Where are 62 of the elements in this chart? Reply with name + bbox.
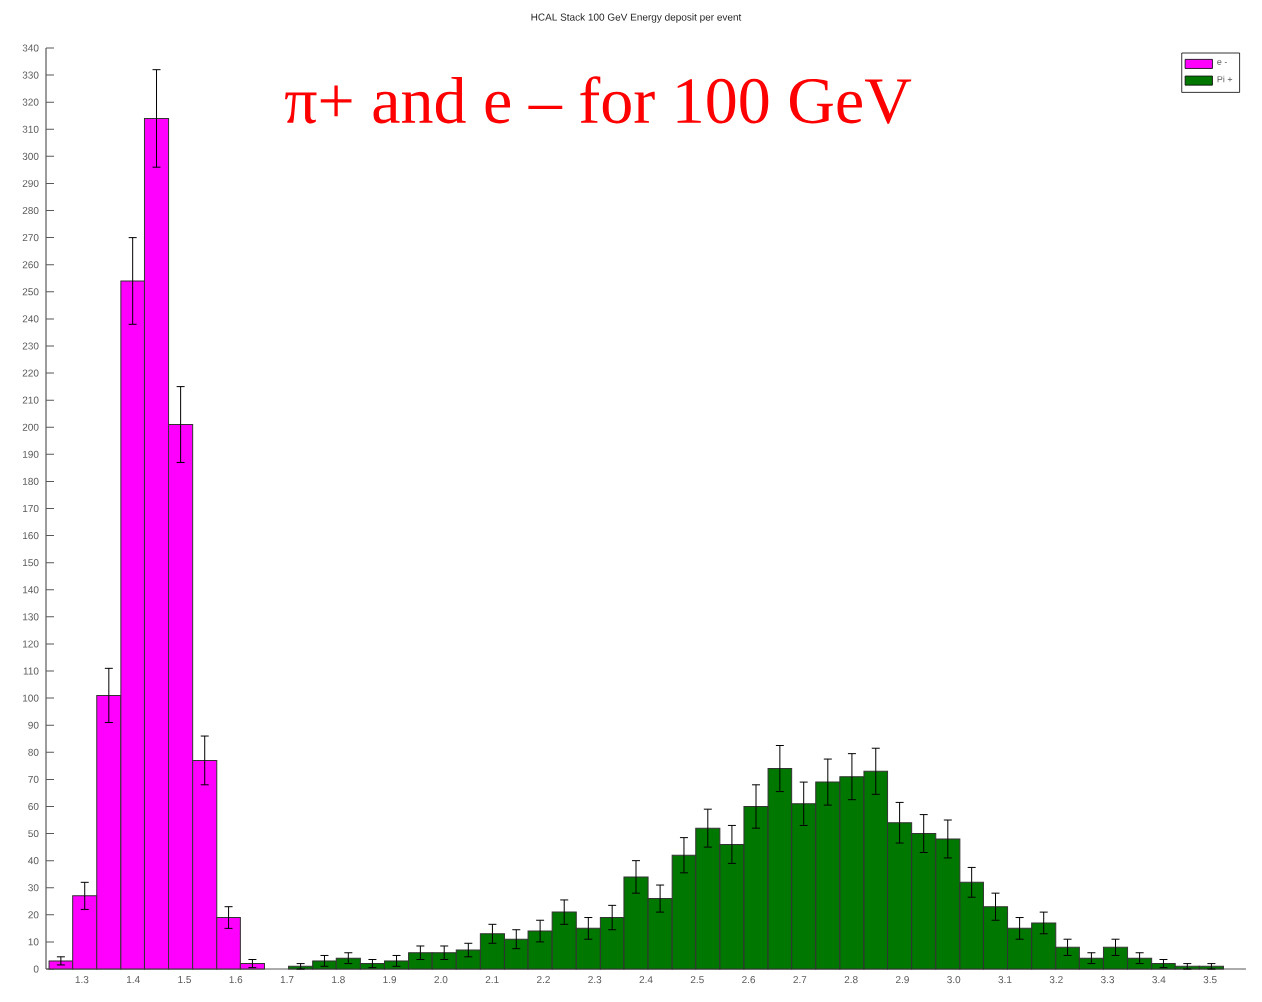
- x-tick-label: 1.4: [126, 976, 140, 983]
- y-tick-label: 80: [28, 748, 39, 756]
- x-tick-label: 2.6: [742, 976, 756, 984]
- x-tick-label: 3.3: [1100, 976, 1115, 984]
- y-tick-label: 220: [22, 369, 39, 377]
- annotation: π+ and e – for 100 GeV: [285, 76, 912, 124]
- y-tick-label: 250: [22, 288, 39, 296]
- y-tick-label: 310: [22, 125, 39, 133]
- x-tick-label: 1.5: [178, 976, 191, 984]
- x-tick-label: 2.0: [434, 976, 448, 984]
- y-tick-label: 30: [28, 884, 39, 892]
- x-tick-label: 2.5: [690, 976, 704, 984]
- x-tick-label: 2.9: [895, 976, 909, 984]
- y-tick-label: 110: [23, 667, 39, 675]
- y-tick-label: 160: [23, 532, 39, 540]
- x-tick-label: 3.5: [1203, 976, 1217, 984]
- x-tick-label: 2.8: [844, 976, 858, 984]
- y-tick-label: 140: [23, 586, 39, 594]
- x-tick-label: 3.0: [947, 976, 961, 984]
- x-tick-label: 1.3: [75, 976, 89, 984]
- x-tick-label: 2.1: [485, 976, 499, 984]
- x-tick-label: 3.4: [1152, 976, 1166, 984]
- y-tick-label: 100: [23, 694, 39, 702]
- y-tick-label: 240: [22, 315, 39, 323]
- x-tick-label: 2.3: [588, 976, 602, 984]
- y-tick-label: 340: [22, 44, 39, 52]
- y-tick-label: 230: [22, 342, 39, 350]
- x-tick-label: 3.2: [1049, 976, 1063, 984]
- y-tick-label: 130: [23, 613, 39, 621]
- x-tick-label: 2.2: [537, 976, 550, 984]
- y-tick-label: 0: [33, 965, 39, 973]
- x-tick-label: 1.6: [229, 976, 243, 984]
- y-tick-label: 40: [28, 857, 39, 865]
- chart-title: HCAL Stack 100 GeV Energy deposit per event: [531, 13, 742, 23]
- x-tick-label: 1.8: [332, 976, 345, 984]
- x-tick-label: 1.7: [280, 976, 294, 983]
- y-tick-label: 10: [28, 938, 39, 946]
- y-tick-label: 70: [28, 775, 39, 783]
- x-tick-label: 2.4: [639, 976, 653, 984]
- y-tick-label: 190: [23, 450, 39, 458]
- y-tick-label: 200: [22, 423, 39, 431]
- y-tick-label: 150: [23, 559, 39, 567]
- y-tick-label: 90: [28, 721, 39, 729]
- y-tick-label: 270: [22, 234, 39, 242]
- y-tick-label: 60: [28, 802, 39, 811]
- y-tick-label: 320: [22, 98, 39, 106]
- legend-label: e -: [1217, 60, 1227, 65]
- y-tick-label: 260: [22, 261, 39, 269]
- y-tick-label: 210: [22, 396, 39, 404]
- y-tick-label: 170: [23, 504, 39, 513]
- y-tick-label: 280: [22, 206, 39, 215]
- x-tick-label: 1.9: [383, 976, 397, 984]
- y-tick-label: 330: [22, 71, 39, 79]
- legend-label: Pi +: [1217, 75, 1233, 83]
- y-tick-label: 50: [28, 830, 39, 838]
- x-tick-label: 3.1: [998, 976, 1012, 984]
- x-tick-label: 2.7: [793, 976, 807, 984]
- y-tick-label: 20: [28, 911, 39, 919]
- y-tick-label: 120: [23, 640, 39, 648]
- y-tick-label: 290: [22, 179, 39, 187]
- y-tick-label: 180: [23, 477, 39, 485]
- y-tick-label: 300: [22, 152, 39, 160]
